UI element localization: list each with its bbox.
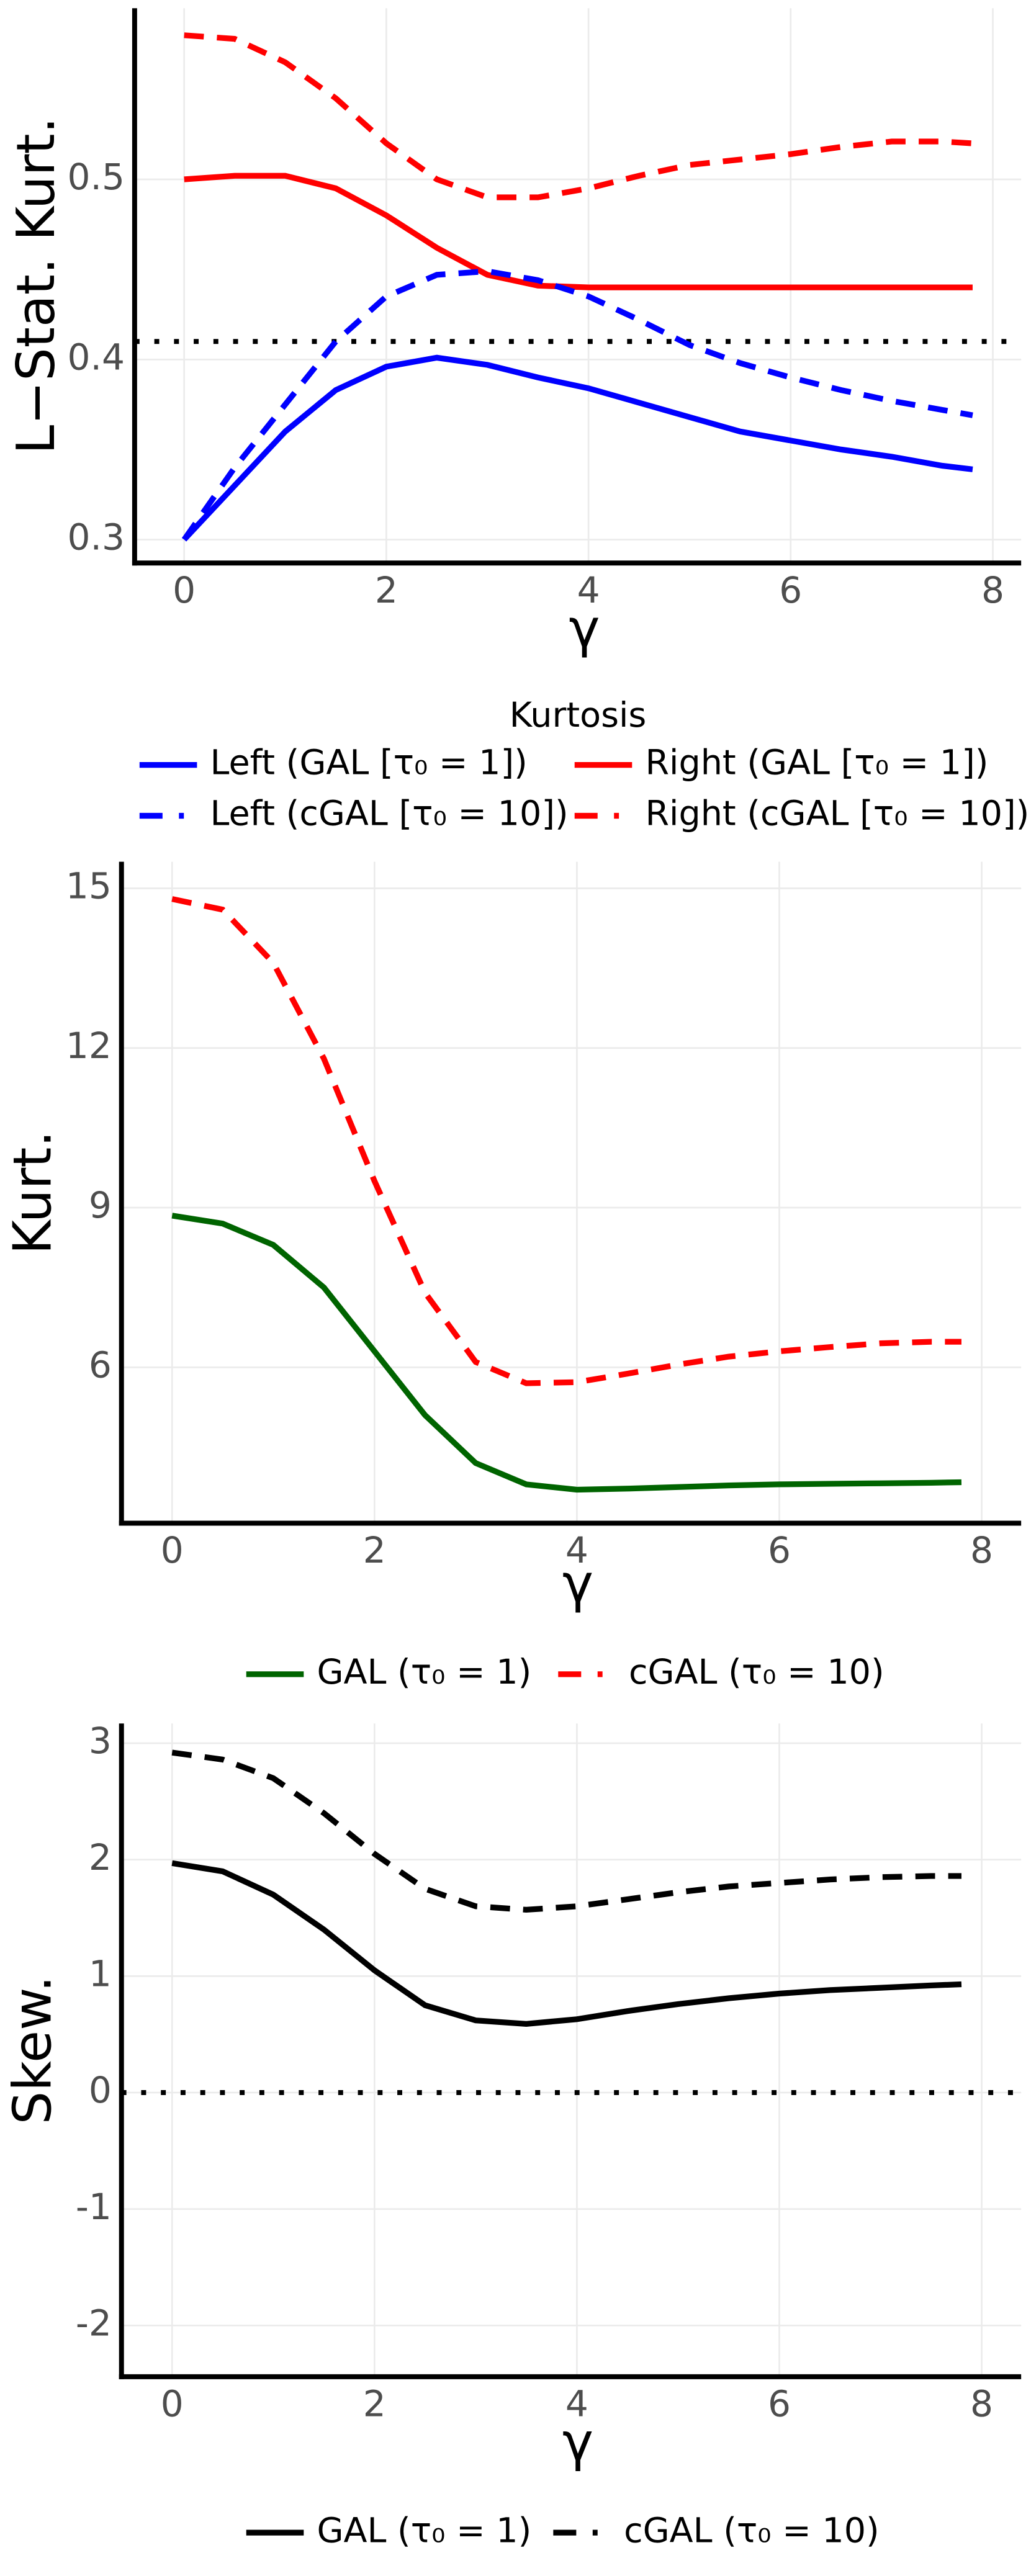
legend-label: Left (cGAL [τ₀ = 10]) <box>210 794 569 834</box>
y-axis-title: L−Stat. Kurt. <box>5 117 66 454</box>
data-line <box>171 896 961 1386</box>
legend-label: GAL (τ₀ = 1) <box>317 2510 531 2551</box>
data-line <box>182 354 973 542</box>
x-axis-title: γ <box>569 598 600 659</box>
data-line <box>184 32 973 200</box>
x-tick-label: 2 <box>363 2383 386 2425</box>
x-tick-label: 6 <box>779 569 802 611</box>
legend-label: GAL (τ₀ = 1) <box>317 1652 531 1692</box>
x-axis-title: γ <box>562 1553 593 1614</box>
legend-label: Right (cGAL [τ₀ = 10]) <box>645 794 1029 834</box>
y-tick-label: 0.5 <box>67 156 125 198</box>
data-line <box>171 1213 962 1493</box>
legend-label: cGAL (τ₀ = 10) <box>624 2510 880 2551</box>
x-tick-label: 0 <box>161 2383 184 2425</box>
y-tick-label: 1 <box>89 1952 112 1995</box>
legend-label: Right (GAL [τ₀ = 1]) <box>645 743 988 783</box>
x-tick-label: 8 <box>981 569 1004 611</box>
x-axis-title: γ <box>562 2411 593 2472</box>
legend-label: cGAL (τ₀ = 10) <box>629 1652 885 1692</box>
data-line <box>171 1860 962 2027</box>
y-tick-label: -1 <box>76 2186 112 2228</box>
y-tick-label: 9 <box>89 1184 112 1226</box>
legend-label: Left (GAL [τ₀ = 1]) <box>210 743 528 783</box>
y-axis-title: Skew. <box>2 1975 63 2124</box>
data-line <box>181 268 973 542</box>
data-line <box>184 173 973 290</box>
y-tick-label: -2 <box>76 2302 112 2344</box>
x-tick-label: 2 <box>375 569 398 611</box>
x-tick-label: 4 <box>577 569 600 611</box>
y-tick-label: 15 <box>66 865 112 907</box>
x-tick-label: 4 <box>565 2383 588 2425</box>
y-tick-label: 0.4 <box>67 336 125 378</box>
x-tick-label: 0 <box>161 1529 184 1571</box>
y-tick-label: 3 <box>89 1720 112 1762</box>
x-tick-label: 4 <box>565 1529 588 1571</box>
y-tick-label: 2 <box>89 1836 112 1878</box>
y-tick-label: 0.3 <box>67 516 125 559</box>
y-tick-label: 0 <box>89 2069 112 2111</box>
data-line <box>171 1749 961 1913</box>
legend-title: Kurtosis <box>510 695 647 735</box>
x-tick-label: 6 <box>768 2383 791 2425</box>
y-tick-label: 12 <box>66 1025 112 1067</box>
x-tick-label: 6 <box>768 1529 791 1571</box>
x-tick-label: 8 <box>970 2383 993 2425</box>
x-tick-label: 8 <box>970 1529 993 1571</box>
y-tick-label: 6 <box>89 1344 112 1386</box>
x-tick-label: 2 <box>363 1529 386 1571</box>
x-tick-label: 0 <box>173 569 196 611</box>
y-axis-title: Kurt. <box>2 1131 63 1255</box>
